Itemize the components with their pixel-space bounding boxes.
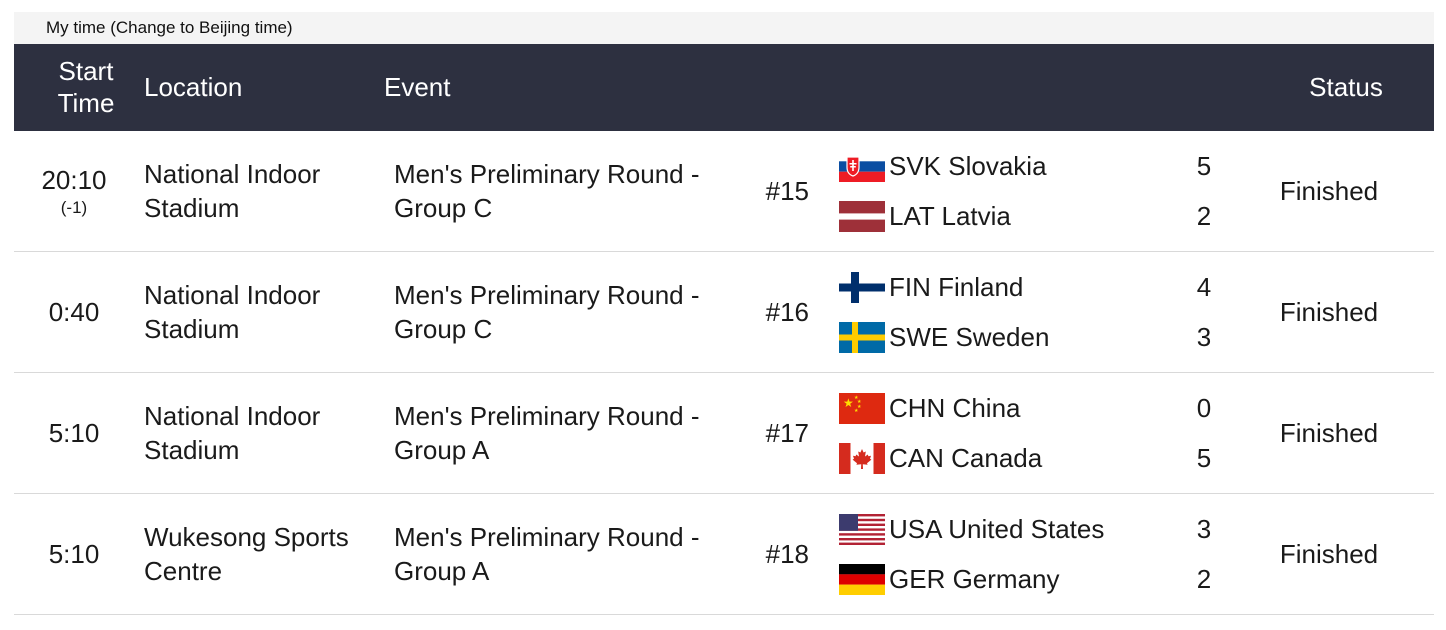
flag-slovakia-icon — [839, 150, 885, 182]
match-number: #17 — [765, 417, 809, 448]
table-header: Start Time Location Event Status — [14, 44, 1434, 131]
header-location: Location — [144, 72, 243, 102]
team-name: GER Germany — [889, 563, 1060, 594]
match-status: Finished — [1279, 296, 1379, 327]
start-time: 5:10 — [48, 538, 100, 569]
team-home[interactable]: FIN Finland — [839, 270, 1023, 304]
event-name: Men's Preliminary Round - Group A — [394, 401, 700, 465]
schedule-table: My time (Change to Beijing time) Start T… — [14, 12, 1434, 615]
event-name: Men's Preliminary Round - Group A — [394, 522, 700, 586]
table-row: 5:10 National Indoor Stadium Men's Preli… — [14, 373, 1434, 494]
match-status: Finished — [1279, 538, 1379, 569]
match-number: #16 — [765, 296, 809, 327]
flag-latvia-icon — [839, 200, 885, 232]
location: National Indoor Stadium — [144, 159, 321, 223]
start-time-cell: 0:40 — [14, 252, 134, 372]
start-time-cell: 5:10 — [14, 494, 134, 614]
match-number: #15 — [765, 175, 809, 206]
svg-text:★: ★ — [857, 399, 862, 405]
team-name: CHN China — [889, 392, 1021, 423]
team-home-score: 4 — [1196, 272, 1212, 302]
header-status: Status — [1309, 72, 1383, 102]
flag-canada-icon — [839, 442, 885, 474]
team-name: FIN Finland — [889, 271, 1024, 302]
team-away-score: 2 — [1196, 201, 1212, 231]
time-zone-toggle[interactable]: My time (Change to Beijing time) — [14, 12, 1434, 44]
flag-usa-icon — [839, 513, 885, 545]
match-status: Finished — [1279, 417, 1379, 448]
flag-sweden-icon — [839, 321, 885, 353]
svg-text:★: ★ — [857, 404, 862, 410]
team-away[interactable]: SWE Sweden — [839, 320, 1049, 354]
team-name: USA United States — [889, 513, 1105, 544]
flag-germany-icon — [839, 563, 885, 595]
svg-text:★: ★ — [854, 395, 859, 401]
header-event: Event — [384, 72, 451, 102]
team-away-score: 2 — [1196, 564, 1212, 594]
svg-text:★: ★ — [843, 396, 854, 410]
team-away[interactable]: CAN Canada — [839, 441, 1042, 475]
header-start-time: Start Time — [57, 55, 115, 118]
team-name: SVK Slovakia — [889, 150, 1047, 181]
svg-text:★: ★ — [854, 408, 859, 414]
location: Wukesong Sports Centre — [144, 522, 349, 586]
team-home[interactable]: SVK Slovakia — [839, 149, 1047, 183]
team-home[interactable]: USA United States — [839, 512, 1104, 546]
start-time: 20:10 — [41, 164, 107, 195]
flag-china-icon: ★ ★ ★ ★ ★ — [839, 392, 885, 424]
start-time: 5:10 — [48, 417, 100, 448]
team-away[interactable]: GER Germany — [839, 562, 1060, 596]
team-name: SWE Sweden — [889, 321, 1050, 352]
start-time-cell: 20:10 (-1) — [14, 131, 134, 251]
table-row: 5:10 Wukesong Sports Centre Men's Prelim… — [14, 494, 1434, 615]
table-row: 20:10 (-1) National Indoor Stadium Men's… — [14, 131, 1434, 252]
table-row: 0:40 National Indoor Stadium Men's Preli… — [14, 252, 1434, 373]
location: National Indoor Stadium — [144, 401, 321, 465]
match-status: Finished — [1279, 175, 1379, 206]
team-home-score: 0 — [1196, 393, 1212, 423]
team-name: CAN Canada — [889, 442, 1043, 473]
team-away-score: 3 — [1196, 322, 1212, 352]
event-name: Men's Preliminary Round - Group C — [394, 280, 700, 344]
team-name: LAT Latvia — [889, 200, 1011, 231]
start-time: 0:40 — [48, 296, 100, 327]
flag-finland-icon — [839, 271, 885, 303]
team-away[interactable]: LAT Latvia — [839, 199, 1011, 233]
team-home[interactable]: ★ ★ ★ ★ ★ CHN China — [839, 391, 1021, 425]
location: National Indoor Stadium — [144, 280, 321, 344]
team-away-score: 5 — [1196, 443, 1212, 473]
team-home-score: 5 — [1196, 151, 1212, 181]
start-time-cell: 5:10 — [14, 373, 134, 493]
match-number: #18 — [765, 538, 809, 569]
day-offset: (-1) — [60, 197, 88, 217]
team-home-score: 3 — [1196, 514, 1212, 544]
event-name: Men's Preliminary Round - Group C — [394, 159, 700, 223]
